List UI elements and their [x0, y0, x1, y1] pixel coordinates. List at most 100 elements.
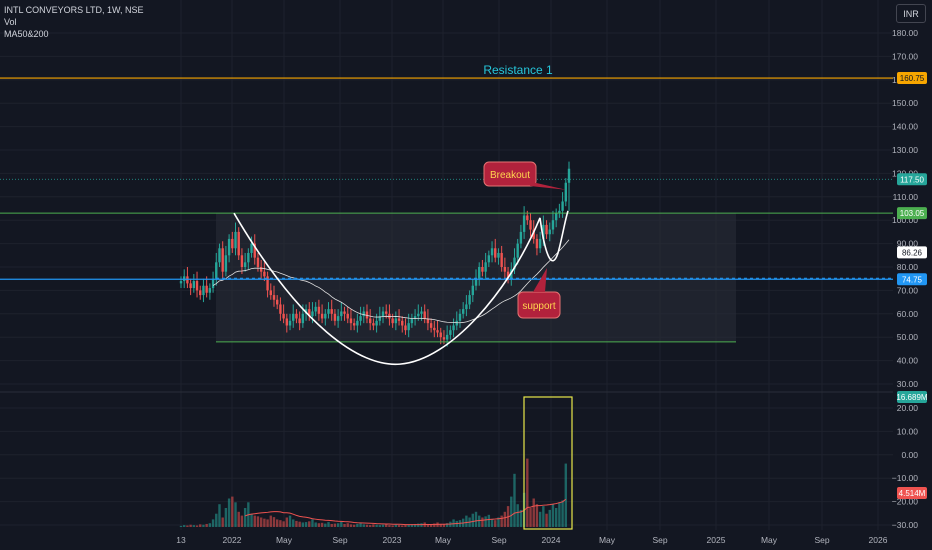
candle-body	[256, 257, 260, 267]
price-tick-label: 170.00	[892, 51, 918, 61]
volume-bar	[202, 524, 205, 527]
candle-body	[401, 320, 404, 326]
time-tick-label: Sep	[814, 535, 829, 545]
volume-bar	[183, 525, 186, 527]
volume-bar	[407, 524, 410, 527]
volume-bar	[356, 523, 359, 527]
time-axis: 13 2022 May Sep 2023 May Sep 2024 May Sep 2025 May S…	[176, 535, 887, 545]
candle-body	[445, 334, 449, 340]
candle-body	[234, 231, 237, 249]
candle-body	[199, 290, 202, 296]
price-tick-label: 40.00	[897, 356, 919, 366]
candle-body	[250, 243, 253, 253]
time-tick-label: 2024	[542, 535, 561, 545]
volume-bar	[234, 502, 237, 527]
candle-body	[516, 243, 519, 258]
volume-bar	[324, 523, 327, 527]
volume-bar	[465, 515, 468, 527]
time-tick-label: 13	[176, 535, 186, 545]
cup-curve	[233, 212, 541, 366]
candle-body	[506, 271, 510, 279]
volume-bar	[240, 515, 244, 527]
volume-bar	[192, 525, 196, 527]
breakout-callout	[483, 161, 537, 187]
volume-bar	[487, 514, 491, 527]
symbol-title: INTL CONVEYORS LTD, 1W, NSE	[4, 5, 144, 15]
volume-bar	[340, 521, 343, 527]
candle-body	[320, 313, 324, 319]
candle-body	[407, 323, 410, 331]
candle-body	[378, 316, 382, 321]
candle-body	[468, 295, 471, 305]
candle-body	[420, 311, 423, 314]
candle-body	[189, 283, 192, 289]
candle-body	[336, 316, 340, 321]
price-label-text: 74.75	[902, 275, 923, 284]
volume-bar	[510, 496, 513, 527]
volume-bar	[561, 500, 564, 527]
candle-body	[259, 267, 263, 272]
candles	[179, 161, 571, 347]
volume-bar	[359, 523, 362, 527]
volume-bar	[221, 517, 224, 527]
currency-button[interactable]: INR	[896, 4, 926, 23]
volume-bar	[231, 496, 234, 527]
price-tick-label: 180.00	[892, 28, 918, 38]
volume-bar	[445, 523, 449, 527]
volume-bar	[320, 522, 324, 527]
candle-body	[231, 238, 234, 249]
volume-bar	[259, 517, 263, 527]
time-tick-label: Sep	[491, 535, 506, 545]
handle-curve	[539, 210, 569, 262]
time-tick-label: May	[435, 535, 452, 545]
volume-bar	[439, 523, 442, 527]
time-tick-label: 2026	[869, 535, 888, 545]
volume-bar	[413, 523, 417, 527]
candle-body	[433, 327, 436, 331]
volume-bar	[429, 524, 433, 527]
time-tick-label: Sep	[652, 535, 667, 545]
volume-bar	[179, 525, 183, 527]
volume-bar	[417, 523, 420, 527]
annotations: Resistance 1 Breakout support	[483, 63, 566, 319]
candle-body	[282, 313, 285, 319]
time-tick-label: May	[276, 535, 293, 545]
volume-bar	[529, 508, 532, 527]
legend: INTL CONVEYORS LTD, 1W, NSE Vol MA50&200	[4, 4, 144, 40]
volume-bar	[554, 508, 558, 527]
volume-bar	[285, 517, 289, 527]
candle-body	[526, 215, 529, 221]
volume-bar	[263, 518, 266, 527]
candle-body	[417, 313, 420, 317]
price-label-tag	[897, 207, 927, 220]
volume-bar	[253, 515, 256, 527]
volume-bar	[352, 524, 356, 527]
volume-bar	[490, 519, 494, 527]
candle-body	[535, 238, 539, 249]
support-label: support	[522, 301, 556, 312]
price-tick-label: 140.00	[892, 122, 918, 132]
candle-body	[362, 311, 365, 317]
candle-body	[494, 248, 497, 258]
volume-bar	[497, 517, 500, 527]
price-tick-label: 100.00	[892, 215, 918, 225]
support-pointer	[533, 268, 547, 292]
price-label-text: 4.514M	[899, 489, 926, 498]
candle-body	[215, 262, 218, 279]
volume-bar	[564, 463, 567, 527]
volume-bar	[211, 519, 215, 527]
volume-bar	[474, 511, 478, 527]
price-label-tag	[897, 246, 927, 259]
candle-body	[269, 290, 272, 296]
candle-body	[429, 323, 433, 328]
candle-body	[324, 313, 327, 319]
volume-bar	[224, 508, 228, 527]
candle-body	[461, 309, 465, 314]
candle-body	[471, 285, 475, 296]
candle-body	[253, 243, 256, 258]
candle-body	[314, 306, 317, 312]
candle-body	[484, 262, 487, 272]
candle-body	[423, 311, 426, 319]
candle-body	[394, 318, 398, 324]
candle-body	[522, 215, 526, 232]
